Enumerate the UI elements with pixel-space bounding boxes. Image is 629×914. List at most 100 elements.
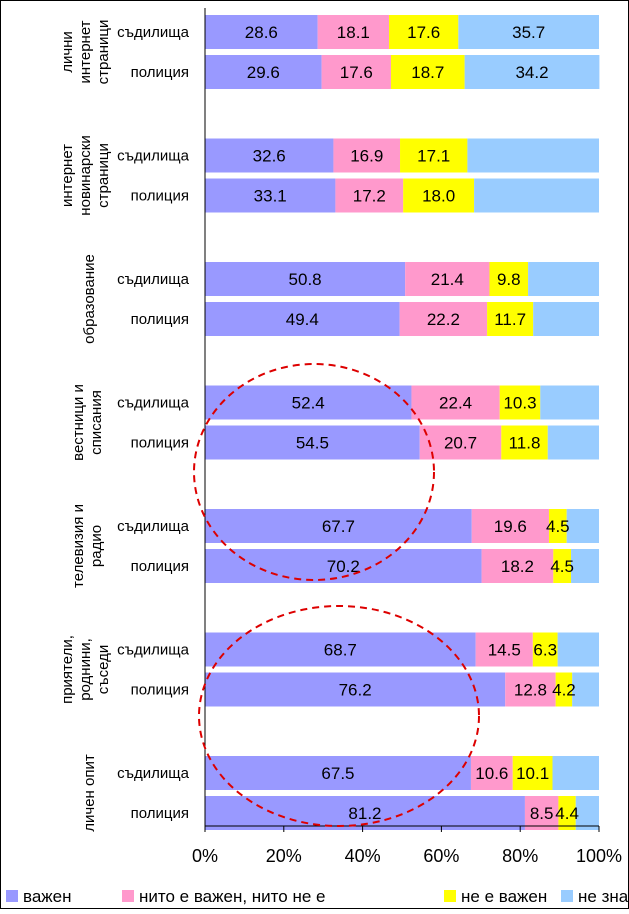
data-label: 6.3 bbox=[533, 641, 557, 660]
group-label: личниинтернетстраници bbox=[59, 20, 112, 85]
bar-segment-neutral bbox=[335, 178, 404, 213]
highlight-ellipse bbox=[193, 363, 435, 581]
bar-segment-important bbox=[205, 672, 506, 707]
row-label: полиция bbox=[131, 435, 189, 452]
bar-segment-dont-know bbox=[547, 425, 599, 460]
data-label: 16.9 bbox=[350, 147, 383, 166]
data-label: 32.6 bbox=[253, 147, 286, 166]
bar-segment-neutral bbox=[399, 302, 488, 336]
legend-label: важен bbox=[23, 887, 72, 906]
group-label-line: приятели, bbox=[59, 635, 76, 704]
group-label-line: лични bbox=[59, 31, 76, 73]
bar-segment-not-important bbox=[553, 549, 572, 583]
bar-segment-not-important bbox=[389, 15, 459, 49]
bar-segment-important bbox=[205, 756, 471, 790]
group-label: телевизия ирадио bbox=[70, 504, 105, 588]
data-label: 18.0 bbox=[422, 187, 455, 206]
data-label: 18.7 bbox=[411, 63, 444, 82]
data-label: 12.8 bbox=[514, 681, 547, 700]
bar-segment-not-important bbox=[489, 262, 529, 296]
x-axis: 0% 20% 40% 60% 80% 100% bbox=[192, 8, 622, 866]
data-label: 10.1 bbox=[516, 764, 549, 783]
bar-segment-neutral bbox=[317, 15, 389, 49]
group-label: вестници исписания bbox=[70, 384, 105, 461]
bar-segment-neutral bbox=[333, 138, 401, 173]
row-label: полиция bbox=[131, 805, 189, 822]
legend-swatch bbox=[561, 890, 573, 902]
group-label-line: радио bbox=[88, 525, 105, 567]
bars-layer bbox=[205, 15, 600, 830]
data-label: 35.7 bbox=[512, 23, 545, 42]
data-label: 17.1 bbox=[417, 147, 450, 166]
data-label: 8.5 bbox=[530, 804, 554, 823]
data-label: 67.5 bbox=[321, 764, 354, 783]
legend-label: нито е важен, нито не е bbox=[139, 887, 325, 906]
row-label: съдилища bbox=[117, 765, 189, 782]
data-label: 19.6 bbox=[494, 517, 527, 536]
legend-label: не знам bbox=[578, 887, 629, 906]
bar-segment-dont-know bbox=[464, 55, 600, 89]
data-label: 18.2 bbox=[501, 557, 534, 576]
labels-layer: 28.6 18.1 17.6 35.7 съдилища 29.6 17.6 18.7 34.2… bbox=[59, 20, 579, 832]
bar-segment-not-important bbox=[403, 178, 475, 213]
data-label: 21.4 bbox=[431, 270, 464, 289]
row-label: съдилища bbox=[117, 395, 189, 412]
data-label: 76.2 bbox=[339, 681, 372, 700]
legend-swatch bbox=[122, 890, 134, 902]
bar-segment-neutral bbox=[471, 509, 549, 543]
group-label-line: образование bbox=[81, 254, 98, 344]
x-tick-label: 20% bbox=[266, 846, 302, 866]
data-label: 17.6 bbox=[407, 23, 440, 42]
data-label: 18.1 bbox=[337, 23, 370, 42]
legend: важен нито е важен, нито не е не е важен не… bbox=[6, 887, 629, 906]
bar-segment-dont-know bbox=[552, 756, 599, 790]
bar-segment-important bbox=[205, 385, 412, 420]
bar-segment-dont-know bbox=[528, 262, 599, 296]
bar-segment-not-important bbox=[532, 632, 558, 667]
data-label: 52.4 bbox=[292, 394, 325, 413]
group-label-line: телевизия и bbox=[70, 504, 87, 588]
data-label: 4.4 bbox=[555, 804, 579, 823]
group-label-line: списания bbox=[88, 390, 105, 455]
group-label-line: вестници и bbox=[70, 384, 87, 461]
bar-segment-dont-know bbox=[474, 178, 599, 213]
row-label: полиция bbox=[131, 64, 189, 81]
bar-segment-neutral bbox=[505, 672, 556, 707]
group-label-line: интернет bbox=[59, 144, 76, 207]
bar-segment-neutral bbox=[405, 262, 490, 296]
data-label: 28.6 bbox=[245, 23, 278, 42]
data-label: 81.2 bbox=[348, 804, 381, 823]
bar-segment-important bbox=[205, 138, 334, 173]
bar-segment-dont-know bbox=[575, 796, 599, 830]
bar-segment-not-important bbox=[512, 756, 553, 790]
row-label: съдилища bbox=[117, 642, 189, 659]
data-label: 20.7 bbox=[444, 434, 477, 453]
bar-segment-important bbox=[205, 262, 406, 296]
group-label: образование bbox=[81, 254, 98, 344]
bar-segment-dont-know bbox=[533, 302, 599, 336]
bar-segment-important bbox=[205, 178, 336, 213]
bar-segment-neutral bbox=[411, 385, 500, 420]
bar-segment-neutral bbox=[475, 632, 533, 667]
legend-swatch bbox=[444, 890, 456, 902]
bar-segment-neutral bbox=[419, 425, 502, 460]
group-label-line: личен опит bbox=[81, 754, 98, 832]
row-label: съдилища bbox=[117, 518, 189, 535]
legend-swatch bbox=[6, 890, 18, 902]
x-tick-label: 80% bbox=[502, 846, 538, 866]
data-label: 11.8 bbox=[509, 434, 541, 453]
row-label: полиция bbox=[131, 188, 189, 205]
data-label: 50.8 bbox=[289, 270, 322, 289]
data-label: 10.3 bbox=[503, 394, 536, 413]
data-label: 54.5 bbox=[296, 434, 329, 453]
row-label: съдилища bbox=[117, 271, 189, 288]
data-label: 49.4 bbox=[286, 310, 319, 329]
highlight-ellipse bbox=[198, 605, 480, 827]
bar-segment-important bbox=[205, 302, 400, 336]
bar-segment-not-important bbox=[487, 302, 534, 336]
data-label: 34.2 bbox=[515, 63, 548, 82]
x-tick-label: 100% bbox=[576, 846, 622, 866]
bar-segment-not-important bbox=[501, 425, 548, 460]
bar-segment-dont-know bbox=[571, 549, 599, 583]
